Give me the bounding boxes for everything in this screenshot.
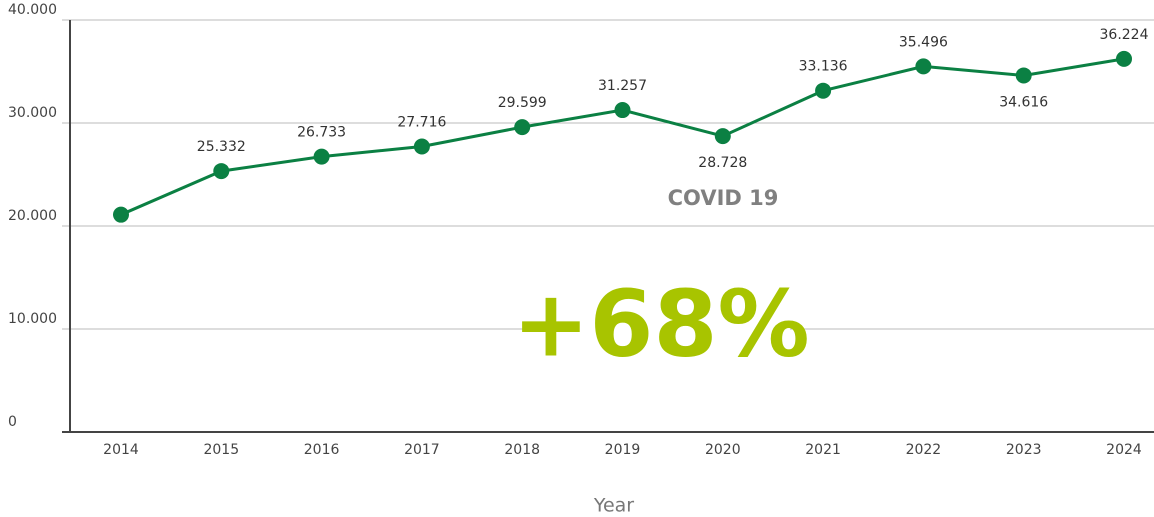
annotation-background	[532, 285, 790, 375]
value-label: 33.136	[799, 59, 848, 75]
point	[113, 206, 129, 223]
point	[614, 102, 631, 119]
value-label: 25.332	[197, 139, 246, 155]
value-label: 31.257	[598, 78, 647, 94]
point	[213, 163, 230, 180]
y-tick-label: 0	[8, 414, 17, 430]
point	[1015, 67, 1032, 84]
x-tick-label: 2014	[103, 442, 139, 458]
x-tick-label: 2023	[1006, 442, 1042, 458]
value-label: 35.496	[899, 34, 948, 50]
point	[413, 138, 430, 155]
y-tick-label: 20.000	[8, 208, 57, 224]
point	[1116, 50, 1132, 67]
annotation: +68%	[512, 270, 809, 377]
point	[313, 148, 330, 165]
x-tick-label: 2020	[705, 442, 741, 458]
point	[714, 128, 731, 145]
x-tick-label: 2022	[906, 442, 942, 458]
point	[815, 82, 832, 99]
annotation: COVID 19	[668, 186, 779, 210]
point	[514, 119, 531, 136]
value-label: 27.716	[397, 115, 446, 131]
y-tick-label: 40.000	[8, 2, 57, 18]
x-tick-label: 2019	[605, 442, 641, 458]
x-tick-label: 2018	[504, 442, 540, 458]
x-tick-label: 2015	[203, 442, 239, 458]
x-axis-label: Year	[593, 495, 634, 517]
x-tick-label: 2017	[404, 442, 440, 458]
value-label: 36.224	[1100, 27, 1149, 43]
x-tick-label: 2021	[805, 442, 841, 458]
value-label: 34.616	[999, 94, 1048, 110]
value-label: 29.599	[498, 95, 547, 111]
x-tick-label: 2024	[1106, 442, 1142, 458]
point	[915, 58, 932, 75]
value-label: 26.733	[297, 125, 346, 141]
x-tick-label: 2016	[304, 442, 340, 458]
y-tick-label: 30.000	[8, 105, 57, 121]
y-tick-label: 10.000	[8, 311, 57, 327]
value-label: 28.728	[698, 155, 747, 171]
